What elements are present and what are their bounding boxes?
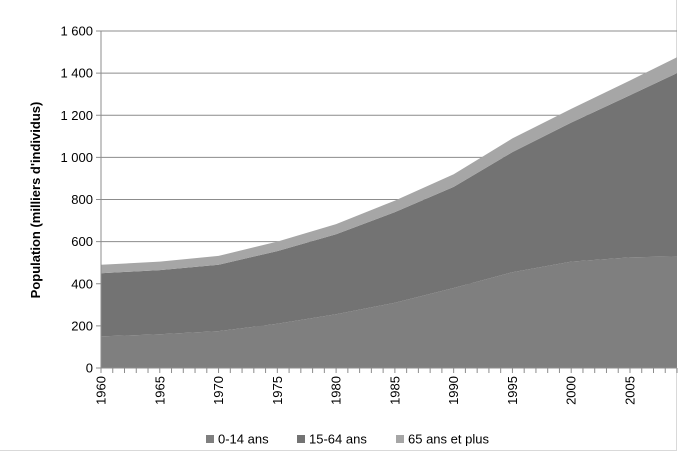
x-tick-label: 1985 — [387, 376, 402, 405]
x-tick-label: 1995 — [505, 376, 520, 405]
legend: 0-14 ans 15-64 ans 65 ans et plus — [206, 432, 489, 447]
x-tick-label: 2005 — [622, 376, 637, 405]
x-tick-label: 1975 — [270, 376, 285, 405]
x-tick-label: 1970 — [211, 376, 226, 405]
legend-swatch — [297, 435, 305, 443]
legend-item: 15-64 ans — [297, 432, 367, 447]
y-tick-label: 1 400 — [60, 66, 93, 81]
y-tick-label: 1 600 — [60, 24, 93, 39]
y-tick-label: 1 200 — [60, 108, 93, 123]
y-tick-label: 800 — [71, 192, 93, 207]
y-tick-label: 200 — [71, 318, 93, 333]
legend-swatch — [206, 435, 214, 443]
x-tick-label: 1990 — [446, 376, 461, 405]
area-15-64-ans — [101, 73, 677, 337]
legend-item: 0-14 ans — [206, 432, 269, 447]
y-tick-label: 600 — [71, 234, 93, 249]
legend-swatch — [396, 435, 404, 443]
legend-label: 65 ans et plus — [408, 432, 489, 447]
y-tick-labels: 0 200 400 600 800 1 000 1 200 1 400 1 600 — [60, 24, 93, 376]
axes — [100, 31, 678, 373]
y-tick-label: 0 — [86, 361, 93, 376]
x-tick-labels: 1960 1965 1970 1975 1980 1985 1990 1995 2000 2005 — [94, 376, 638, 405]
x-tick-label: 1965 — [152, 376, 167, 405]
legend-label: 15-64 ans — [309, 432, 367, 447]
x-tick-label: 1980 — [329, 376, 344, 405]
x-tick-label: 1960 — [94, 376, 109, 405]
y-tick-label: 400 — [71, 276, 93, 291]
y-tick-label: 1 000 — [60, 150, 93, 165]
y-axis-title: Population (milliers d'individus) — [28, 102, 43, 299]
area-series — [101, 57, 677, 368]
legend-item: 65 ans et plus — [396, 432, 489, 447]
x-tick-label: 2000 — [564, 376, 579, 405]
legend-label: 0-14 ans — [218, 432, 269, 447]
area-0-14-ans — [101, 256, 677, 368]
